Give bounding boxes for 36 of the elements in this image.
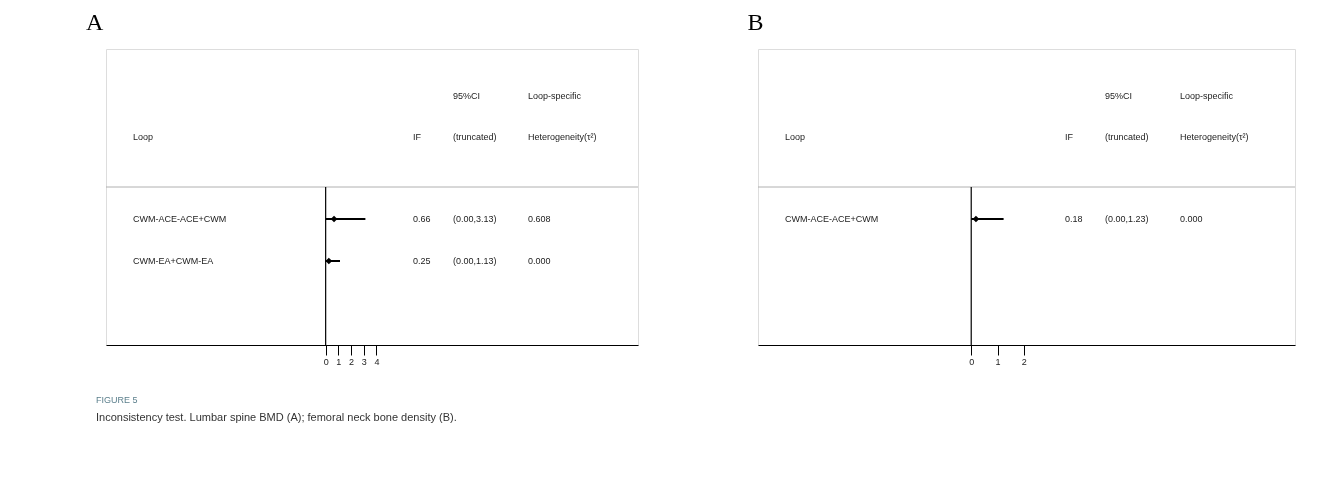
annotation: (0.00,1.13)	[453, 256, 497, 266]
annotation: 0.000	[1180, 214, 1203, 224]
text: IF	[413, 132, 422, 142]
annotation: 0.66	[413, 214, 431, 224]
x-tick-label: 1	[336, 356, 342, 367]
y-tick-label: CWM-ACE-ACE+CWM	[785, 214, 879, 224]
annotation: 0.18	[1065, 214, 1083, 224]
text: (truncated)	[1105, 132, 1149, 142]
text: Heterogeneity(τ²)	[1180, 132, 1249, 142]
text: Loop-specific	[1180, 91, 1234, 101]
x-tick-label: 0	[323, 356, 329, 367]
x-tick-label: 1	[995, 356, 1001, 367]
x-tick-label: 2	[1021, 356, 1027, 367]
text: Loop-specific	[528, 91, 582, 101]
annotation: 0.25	[413, 256, 431, 266]
text: 95%CI	[1105, 91, 1133, 101]
text: (truncated)	[453, 132, 497, 142]
chart-title: A	[86, 9, 104, 35]
annotation: (0.00,3.13)	[453, 214, 497, 224]
y-tick-label: CWM-EA+CWM-EA	[133, 256, 214, 266]
y-tick-label: CWM-ACE-ACE+CWM	[133, 214, 227, 224]
x-tick-label: 2	[349, 356, 355, 367]
text: Inconsistency test. Lumbar spine BMD (A); femoral neck bone density (B).	[96, 411, 457, 423]
annotation: 0.608	[528, 214, 551, 224]
x-tick-label: 4	[374, 356, 380, 367]
x-tick-label: 3	[361, 356, 367, 367]
x-tick-label: 0	[969, 356, 975, 367]
chart-title: B	[747, 9, 764, 35]
text: 95%CI	[453, 91, 481, 101]
text: IF	[1065, 132, 1074, 142]
text: Heterogeneity(τ²)	[528, 132, 597, 142]
y-axis-title: Loop	[133, 132, 154, 142]
y-axis-title: Loop	[785, 132, 806, 142]
annotation: (0.00,1.23)	[1105, 214, 1149, 224]
annotation: 0.000	[528, 256, 551, 266]
caption: FIGURE 5	[96, 395, 138, 405]
